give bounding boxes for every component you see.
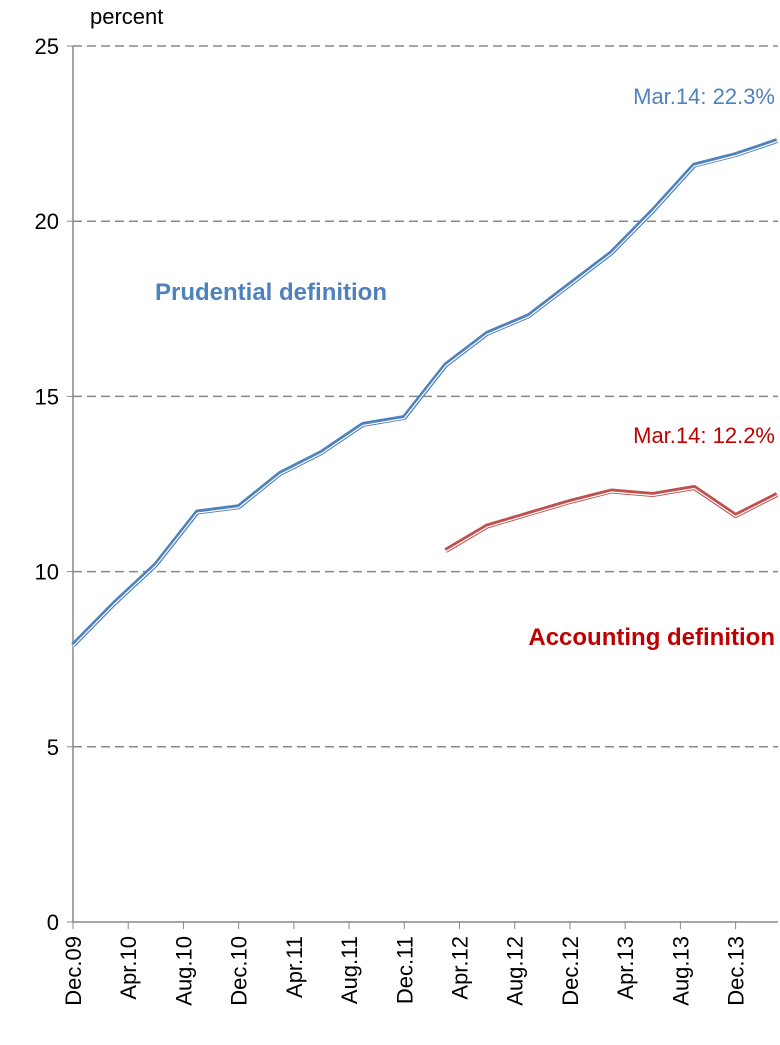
series-line-highlight	[445, 487, 778, 553]
y-tick-label: 5	[47, 735, 59, 760]
y-tick-label: 10	[35, 560, 59, 585]
x-tick-label: Dec.13	[724, 936, 749, 1006]
x-tick-label: Aug.13	[668, 936, 693, 1006]
series-line	[71, 138, 778, 647]
x-tick-label: Apr.11	[282, 936, 307, 998]
x-tick-label: Apr.12	[448, 936, 473, 1000]
x-tick-label: Aug.11	[337, 936, 362, 1004]
y-tick-label: 25	[35, 34, 59, 59]
y-axis-label: percent	[90, 4, 163, 29]
series-line-highlight	[72, 141, 778, 647]
x-tick-label: Apr.10	[116, 936, 141, 1000]
annotation: Mar.14: 22.3%	[633, 84, 775, 109]
series-label: Prudential definition	[155, 279, 387, 306]
y-tick-label: 0	[47, 910, 59, 935]
x-tick-label: Aug.10	[171, 936, 196, 1006]
series-label: Accounting definition	[528, 624, 775, 651]
x-tick-label: Dec.11	[392, 936, 417, 1004]
y-tick-label: 15	[35, 384, 59, 409]
x-tick-label: Dec.12	[558, 936, 583, 1006]
x-tick-label: Dec.09	[61, 936, 86, 1006]
annotation: Mar.14: 12.2%	[633, 423, 775, 448]
x-tick-label: Dec.10	[227, 936, 252, 1006]
x-tick-label: Apr.13	[613, 936, 638, 1000]
y-tick-label: 20	[35, 209, 59, 234]
series-line	[444, 485, 779, 553]
x-tick-label: Aug.12	[503, 936, 528, 1006]
